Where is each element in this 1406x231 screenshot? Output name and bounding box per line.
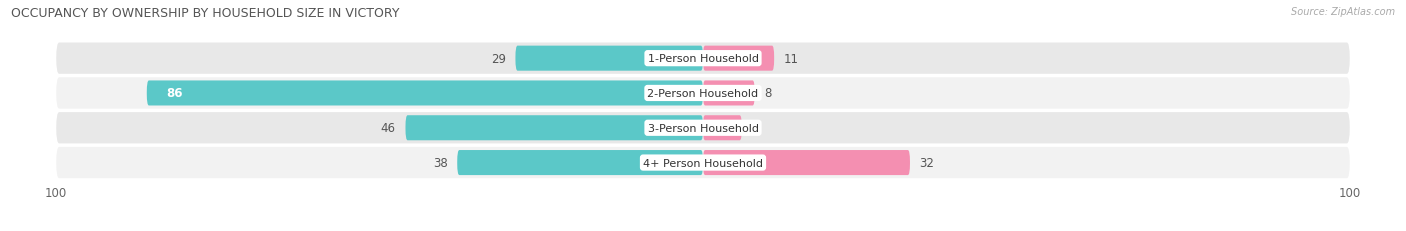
FancyBboxPatch shape xyxy=(56,78,1350,109)
Text: 3-Person Household: 3-Person Household xyxy=(648,123,758,133)
Text: 1-Person Household: 1-Person Household xyxy=(648,54,758,64)
FancyBboxPatch shape xyxy=(56,113,1350,144)
Text: 6: 6 xyxy=(751,122,759,135)
Text: 11: 11 xyxy=(785,52,799,65)
FancyBboxPatch shape xyxy=(703,81,755,106)
Text: 29: 29 xyxy=(491,52,506,65)
Text: 38: 38 xyxy=(433,156,447,169)
FancyBboxPatch shape xyxy=(516,46,703,71)
Text: Source: ZipAtlas.com: Source: ZipAtlas.com xyxy=(1291,7,1395,17)
FancyBboxPatch shape xyxy=(56,43,1350,75)
Text: 46: 46 xyxy=(381,122,396,135)
Text: 86: 86 xyxy=(166,87,183,100)
FancyBboxPatch shape xyxy=(457,150,703,175)
FancyBboxPatch shape xyxy=(56,147,1350,178)
Text: 4+ Person Household: 4+ Person Household xyxy=(643,158,763,168)
FancyBboxPatch shape xyxy=(703,150,910,175)
Text: 2-Person Household: 2-Person Household xyxy=(647,88,759,99)
FancyBboxPatch shape xyxy=(405,116,703,141)
FancyBboxPatch shape xyxy=(146,81,703,106)
Text: 8: 8 xyxy=(765,87,772,100)
FancyBboxPatch shape xyxy=(703,46,775,71)
FancyBboxPatch shape xyxy=(703,116,742,141)
Text: 32: 32 xyxy=(920,156,935,169)
Text: OCCUPANCY BY OWNERSHIP BY HOUSEHOLD SIZE IN VICTORY: OCCUPANCY BY OWNERSHIP BY HOUSEHOLD SIZE… xyxy=(11,7,399,20)
